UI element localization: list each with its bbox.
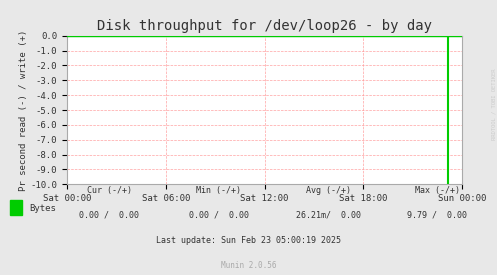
Text: 9.79 /  0.00: 9.79 / 0.00: [408, 210, 467, 219]
Text: 26.21m/  0.00: 26.21m/ 0.00: [296, 210, 360, 219]
Title: Disk throughput for /dev/loop26 - by day: Disk throughput for /dev/loop26 - by day: [97, 19, 432, 33]
Text: Bytes: Bytes: [29, 204, 56, 213]
Text: Munin 2.0.56: Munin 2.0.56: [221, 261, 276, 270]
Text: Last update: Sun Feb 23 05:00:19 2025: Last update: Sun Feb 23 05:00:19 2025: [156, 236, 341, 244]
Text: 0.00 /  0.00: 0.00 / 0.00: [80, 210, 139, 219]
Text: 0.00 /  0.00: 0.00 / 0.00: [189, 210, 248, 219]
Y-axis label: Pr second read (-) / write (+): Pr second read (-) / write (+): [19, 29, 28, 191]
Text: Min (-/+): Min (-/+): [196, 186, 241, 195]
Text: RRDTOOL / TOBI OETIKER: RRDTOOL / TOBI OETIKER: [491, 69, 496, 140]
Text: Avg (-/+): Avg (-/+): [306, 186, 350, 195]
Text: Max (-/+): Max (-/+): [415, 186, 460, 195]
Bar: [10, 200, 22, 215]
Text: Cur (-/+): Cur (-/+): [87, 186, 132, 195]
